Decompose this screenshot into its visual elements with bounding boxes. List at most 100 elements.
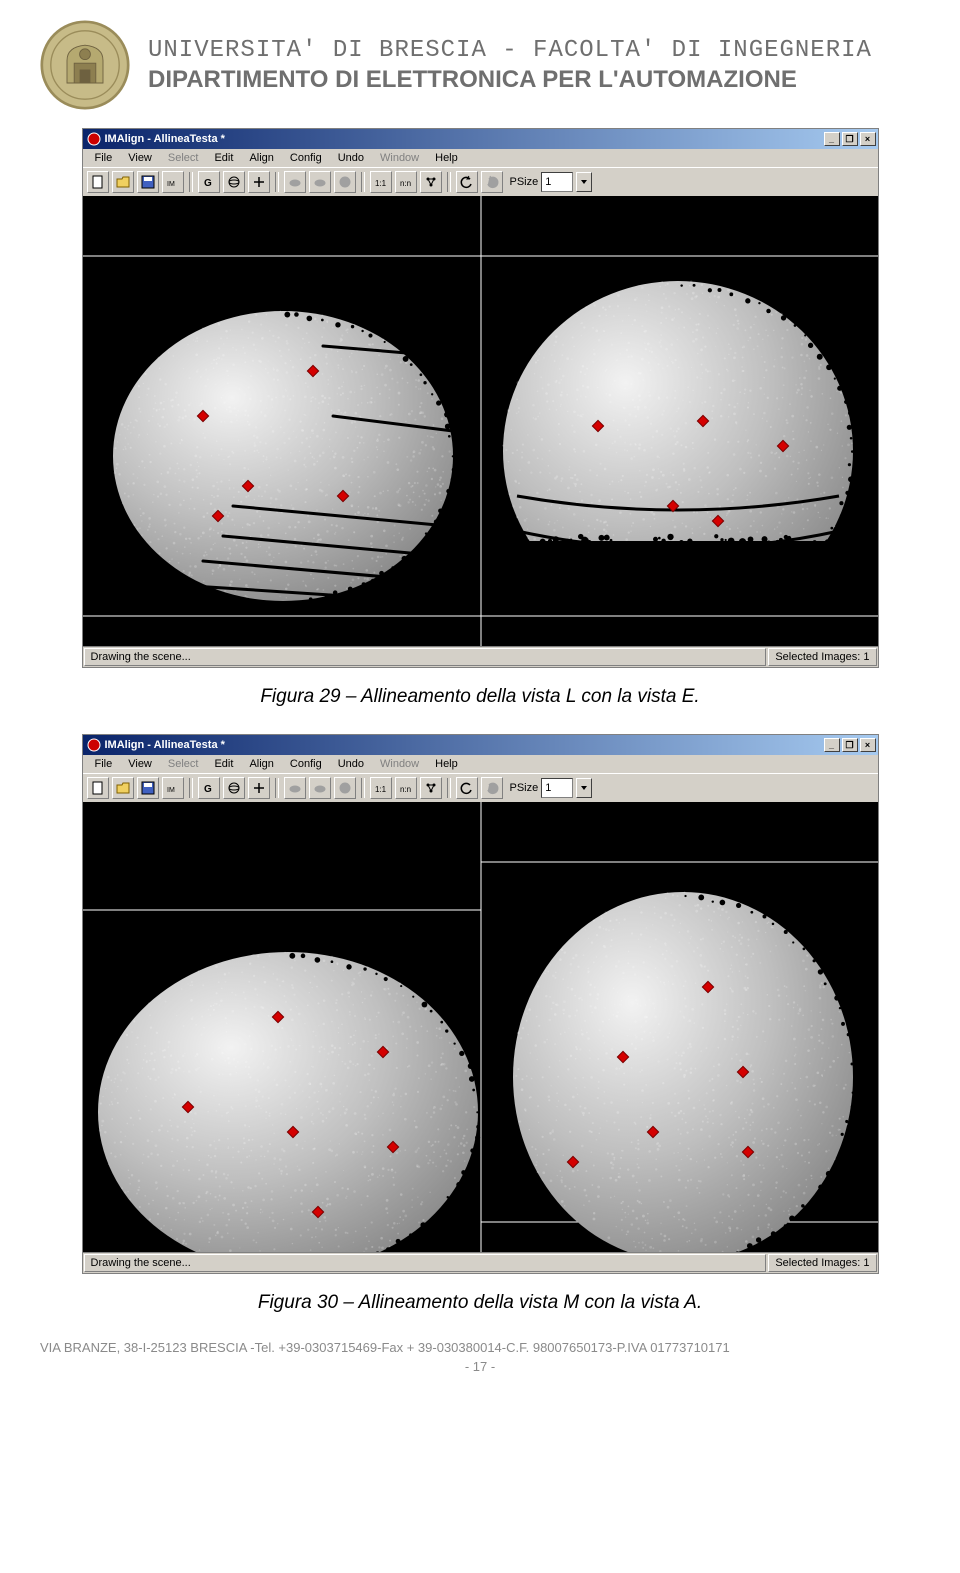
tool-pan[interactable] — [248, 171, 270, 193]
svg-text:G: G — [204, 178, 212, 189]
titlebar: IMAlign - AllineaTesta * _ ❐ × — [83, 129, 878, 149]
university-line: UNIVERSITA' DI BRESCIA - FACOLTA' DI ING… — [148, 37, 872, 64]
menubar: File View Select Edit Align Config Undo … — [83, 755, 878, 773]
svg-text:n:n: n:n — [400, 785, 411, 794]
menu-view[interactable]: View — [122, 151, 158, 165]
menu-edit[interactable]: Edit — [208, 757, 239, 771]
status-right: Selected Images: 1 — [768, 1254, 876, 1272]
menu-select[interactable]: Select — [162, 151, 205, 165]
tool-pan[interactable] — [248, 777, 270, 799]
toolbar-sep — [361, 172, 365, 192]
tool-orbit[interactable] — [223, 777, 245, 799]
window-title: IMAlign - AllineaTesta * — [105, 739, 822, 751]
menu-config[interactable]: Config — [284, 757, 328, 771]
psize-value[interactable]: 1 — [541, 172, 573, 192]
tool-save[interactable] — [137, 171, 159, 193]
status-right: Selected Images: 1 — [768, 648, 876, 666]
minimize-button[interactable]: _ — [824, 738, 840, 752]
status-left: Drawing the scene... — [84, 648, 767, 666]
toolbar-sep — [275, 172, 279, 192]
menu-undo[interactable]: Undo — [332, 757, 370, 771]
menu-help[interactable]: Help — [429, 151, 464, 165]
svg-text:IM: IM — [167, 181, 175, 188]
tool-nn[interactable]: n:n — [395, 171, 417, 193]
tool-redo[interactable] — [481, 171, 503, 193]
tool-new[interactable] — [87, 777, 109, 799]
menu-edit[interactable]: Edit — [208, 151, 239, 165]
maximize-button[interactable]: ❐ — [842, 132, 858, 146]
tool-new[interactable] — [87, 171, 109, 193]
psize-label: PSize — [510, 176, 539, 188]
tool-graph[interactable] — [420, 777, 442, 799]
document-header: UNIVERSITA' DI BRESCIA - FACOLTA' DI ING… — [40, 20, 920, 110]
toolbar-sep — [361, 778, 365, 798]
menu-view[interactable]: View — [122, 757, 158, 771]
menu-config[interactable]: Config — [284, 151, 328, 165]
app-window-2: IMAlign - AllineaTesta * _ ❐ × File View… — [82, 734, 879, 1274]
psize-value[interactable]: 1 — [541, 778, 573, 798]
toolbar: IM G 1:1 n:n PSize 1 — [83, 167, 878, 196]
psize-dropdown[interactable] — [576, 778, 592, 798]
minimize-button[interactable]: _ — [824, 132, 840, 146]
tool-imdata[interactable]: IM — [162, 777, 184, 799]
menu-window[interactable]: Window — [374, 151, 425, 165]
menu-file[interactable]: File — [89, 757, 119, 771]
tool-imdata[interactable]: IM — [162, 171, 184, 193]
tool-save[interactable] — [137, 777, 159, 799]
menu-undo[interactable]: Undo — [332, 151, 370, 165]
tool-globe[interactable]: G — [198, 171, 220, 193]
page-number: - 17 - — [40, 1359, 920, 1374]
menu-align[interactable]: Align — [243, 151, 279, 165]
tool-graph[interactable] — [420, 171, 442, 193]
tool-undo[interactable] — [456, 777, 478, 799]
app-icon — [87, 738, 101, 752]
tool-open[interactable] — [112, 777, 134, 799]
svg-text:1:1: 1:1 — [375, 179, 387, 188]
menu-window[interactable]: Window — [374, 757, 425, 771]
tool-undo[interactable] — [456, 171, 478, 193]
tool-redo[interactable] — [481, 777, 503, 799]
viewport-1[interactable] — [83, 196, 878, 646]
close-button[interactable]: × — [860, 132, 876, 146]
tool-cloud-a[interactable] — [284, 171, 306, 193]
status-left: Drawing the scene... — [84, 1254, 767, 1272]
app-icon — [87, 132, 101, 146]
toolbar-sep — [189, 778, 193, 798]
footer-address: VIA BRANZE, 38-I-25123 BRESCIA -Tel. +39… — [40, 1340, 920, 1355]
tool-cloud-b[interactable] — [309, 171, 331, 193]
viewport-2[interactable] — [83, 802, 878, 1252]
close-button[interactable]: × — [860, 738, 876, 752]
toolbar-sep — [275, 778, 279, 798]
maximize-button[interactable]: ❐ — [842, 738, 858, 752]
tool-globe[interactable]: G — [198, 777, 220, 799]
menu-select[interactable]: Select — [162, 757, 205, 771]
menu-file[interactable]: File — [89, 151, 119, 165]
svg-text:n:n: n:n — [400, 179, 411, 188]
menu-align[interactable]: Align — [243, 757, 279, 771]
svg-text:G: G — [204, 784, 212, 795]
psize-dropdown[interactable] — [576, 172, 592, 192]
tool-cloud-a[interactable] — [284, 777, 306, 799]
tool-nn[interactable]: n:n — [395, 777, 417, 799]
university-seal — [40, 20, 130, 110]
tool-orbit[interactable] — [223, 171, 245, 193]
tool-cloud-b[interactable] — [309, 777, 331, 799]
figure-30: IMAlign - AllineaTesta * _ ❐ × File View… — [40, 734, 920, 1314]
toolbar-sep — [447, 172, 451, 192]
window-title: IMAlign - AllineaTesta * — [105, 133, 822, 145]
department-line: DIPARTIMENTO DI ELETTRONICA PER L'AUTOMA… — [148, 66, 872, 94]
app-window-1: IMAlign - AllineaTesta * _ ❐ × File View… — [82, 128, 879, 668]
menu-help[interactable]: Help — [429, 757, 464, 771]
toolbar-sep — [447, 778, 451, 798]
figure-29-caption: Figura 29 – Allineamento della vista L c… — [40, 686, 920, 708]
statusbar: Drawing the scene... Selected Images: 1 — [83, 1252, 878, 1273]
tool-1-1[interactable]: 1:1 — [370, 777, 392, 799]
figure-29: IMAlign - AllineaTesta * _ ❐ × File View… — [40, 128, 920, 708]
tool-target[interactable] — [334, 777, 356, 799]
tool-1-1[interactable]: 1:1 — [370, 171, 392, 193]
toolbar-sep — [189, 172, 193, 192]
toolbar: IM G 1:1 n:n PSize 1 — [83, 773, 878, 802]
tool-open[interactable] — [112, 171, 134, 193]
figure-30-caption: Figura 30 – Allineamento della vista M c… — [40, 1292, 920, 1314]
tool-target[interactable] — [334, 171, 356, 193]
